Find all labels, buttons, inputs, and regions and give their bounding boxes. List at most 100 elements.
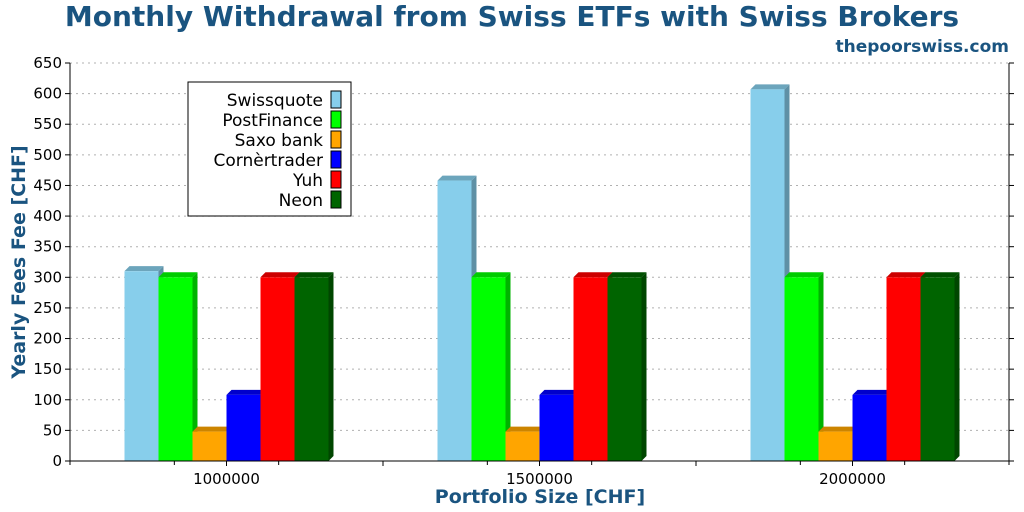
bar-front bbox=[158, 277, 193, 461]
bar-top bbox=[607, 272, 647, 278]
bar-front bbox=[920, 277, 955, 461]
axes: 0 50 100 150 200 250 300 350 400 450 500 550 600 650 1… bbox=[33, 54, 1014, 488]
x-tick-label: 2000000 bbox=[819, 470, 886, 488]
bar bbox=[260, 272, 300, 461]
bar-top bbox=[920, 272, 960, 278]
bar-top bbox=[505, 426, 545, 432]
bar-top bbox=[784, 272, 824, 278]
y-tick-label: 300 bbox=[33, 268, 62, 286]
bar-front bbox=[294, 277, 329, 461]
bar-top bbox=[852, 389, 892, 395]
bar bbox=[607, 272, 647, 461]
chart-title: Monthly Withdrawal from Swiss ETFs with … bbox=[65, 0, 959, 33]
bar bbox=[818, 426, 858, 461]
y-tick-label: 400 bbox=[33, 207, 62, 225]
bar-front bbox=[539, 394, 574, 461]
legend-label: Cornèrtrader bbox=[214, 151, 324, 171]
bar-side bbox=[192, 272, 198, 461]
y-tick-label: 550 bbox=[33, 115, 62, 133]
legend-item: Cornèrtrader bbox=[214, 150, 342, 171]
bar-top bbox=[471, 272, 511, 278]
y-tick-label: 600 bbox=[33, 85, 62, 103]
bar bbox=[294, 272, 334, 461]
bar bbox=[505, 426, 545, 461]
y-tick-label: 50 bbox=[43, 421, 62, 439]
x-axis-label: Portfolio Size [CHF] bbox=[435, 486, 645, 508]
bar-front bbox=[750, 89, 785, 462]
bar-front bbox=[505, 431, 540, 461]
x-tick-label: 1000000 bbox=[193, 470, 260, 488]
bar-top bbox=[886, 272, 926, 278]
legend-swatch bbox=[330, 190, 342, 209]
bar-front bbox=[226, 394, 261, 461]
x-tick-label: 1500000 bbox=[506, 470, 573, 488]
y-tick-label: 350 bbox=[33, 238, 62, 256]
bar-top bbox=[818, 426, 858, 432]
bar bbox=[471, 272, 511, 461]
bar-top bbox=[437, 175, 477, 181]
y-tick-label: 0 bbox=[52, 452, 62, 470]
legend-swatch bbox=[330, 110, 342, 129]
bar-front bbox=[607, 277, 642, 461]
bar-top bbox=[573, 272, 613, 278]
legend-swatch bbox=[330, 90, 342, 109]
legend-item: PostFinance bbox=[222, 110, 342, 131]
y-tick-label: 650 bbox=[33, 54, 62, 72]
legend-swatch bbox=[330, 170, 342, 189]
bar-front bbox=[573, 277, 608, 461]
bar bbox=[852, 389, 892, 461]
bar bbox=[124, 266, 164, 461]
y-tick-label: 250 bbox=[33, 299, 62, 317]
bar-front bbox=[784, 277, 819, 461]
bar-front bbox=[124, 271, 159, 461]
y-tick-label: 200 bbox=[33, 330, 62, 348]
y-axis-label: Yearly Fees Fee [CHF] bbox=[8, 145, 30, 379]
bar bbox=[192, 426, 232, 461]
bar bbox=[750, 84, 790, 462]
legend-label: Neon bbox=[279, 191, 323, 211]
bar-front bbox=[437, 180, 472, 461]
bar-top bbox=[158, 272, 198, 278]
bar-side bbox=[328, 272, 334, 461]
legend-item: Swissquote bbox=[227, 90, 342, 111]
legend-item: Saxo bank bbox=[235, 130, 342, 151]
bar bbox=[226, 389, 266, 461]
bar bbox=[920, 272, 960, 461]
bar-top bbox=[539, 389, 579, 395]
bar-front bbox=[852, 394, 887, 461]
chart-subtitle: thepoorswiss.com bbox=[836, 37, 1010, 57]
bar-top bbox=[192, 426, 232, 432]
bars bbox=[124, 84, 960, 462]
bar-front bbox=[192, 431, 227, 461]
bar-side bbox=[505, 272, 511, 461]
bar bbox=[784, 272, 824, 461]
legend-label: Swissquote bbox=[227, 91, 323, 111]
bar bbox=[158, 272, 198, 461]
bar-front bbox=[818, 431, 853, 461]
bar bbox=[573, 272, 613, 461]
bar bbox=[437, 175, 477, 461]
bar-front bbox=[886, 277, 921, 461]
legend-item: Neon bbox=[279, 190, 342, 211]
bar-side bbox=[954, 272, 960, 461]
y-tick-label: 100 bbox=[33, 391, 62, 409]
y-tick-label: 450 bbox=[33, 176, 62, 194]
legend-swatch bbox=[330, 150, 342, 169]
bar-top bbox=[260, 272, 300, 278]
legend-item: Yuh bbox=[292, 170, 342, 191]
legend-swatch bbox=[330, 130, 342, 149]
y-tick-label: 150 bbox=[33, 360, 62, 378]
bar-top bbox=[124, 266, 164, 272]
bar-front bbox=[260, 277, 295, 461]
bar-top bbox=[750, 84, 790, 90]
bar-side bbox=[641, 272, 647, 461]
legend-label: Yuh bbox=[292, 171, 323, 191]
bar-top bbox=[226, 389, 266, 395]
legend-label: PostFinance bbox=[222, 111, 323, 131]
legend-box bbox=[187, 81, 352, 217]
bar bbox=[886, 272, 926, 461]
bar bbox=[539, 389, 579, 461]
